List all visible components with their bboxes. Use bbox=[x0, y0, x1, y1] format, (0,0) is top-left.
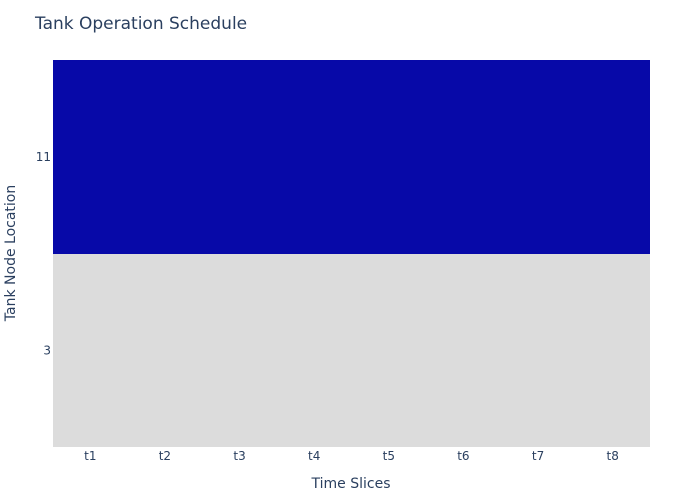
heatmap-cell-3-t7 bbox=[500, 253, 576, 447]
heatmap-cell-3-t3 bbox=[202, 253, 277, 447]
heatmap-cell-11-t3 bbox=[202, 60, 277, 254]
chart-title: Tank Operation Schedule bbox=[34, 14, 247, 34]
heatmap-cell-11-t8 bbox=[575, 60, 650, 254]
y-axis-title: Tank Node Location bbox=[3, 185, 19, 322]
x-tick-label: t1 bbox=[84, 449, 96, 463]
heatmap-cell-11-t6 bbox=[426, 60, 501, 254]
heatmap-cell-3-t6 bbox=[426, 253, 501, 447]
x-axis-ticks: t1 t2 t3 t4 t5 t6 t7 t8 bbox=[84, 449, 619, 463]
x-tick-label: t2 bbox=[159, 449, 171, 463]
x-tick-label: t6 bbox=[457, 449, 469, 463]
heatmap-cell-3-t8 bbox=[575, 253, 650, 447]
heatmap-cell-11-t1 bbox=[53, 60, 128, 254]
x-axis-title: Time Slices bbox=[311, 476, 391, 492]
x-tick-label: t4 bbox=[308, 449, 320, 463]
y-tick-label: 3 bbox=[43, 343, 51, 357]
x-tick-label: t3 bbox=[233, 449, 245, 463]
plot-area bbox=[53, 60, 650, 447]
heatmap-cell-11-t2 bbox=[127, 60, 203, 254]
x-tick-label: t8 bbox=[607, 449, 619, 463]
x-tick-label: t5 bbox=[383, 449, 395, 463]
x-tick-label: t7 bbox=[532, 449, 544, 463]
heatmap-cell-3-t2 bbox=[127, 253, 203, 447]
y-axis-ticks: 3 11 bbox=[36, 150, 51, 357]
heatmap-cell-3-t5 bbox=[351, 253, 427, 447]
heatmap-cell-11-t4 bbox=[276, 60, 352, 254]
heatmap-cell-3-t4 bbox=[276, 253, 352, 447]
heatmap-cell-11-t5 bbox=[351, 60, 427, 254]
heatmap-cell-3-t1 bbox=[53, 253, 128, 447]
y-tick-label: 11 bbox=[36, 150, 51, 164]
heatmap-cell-11-t7 bbox=[500, 60, 576, 254]
